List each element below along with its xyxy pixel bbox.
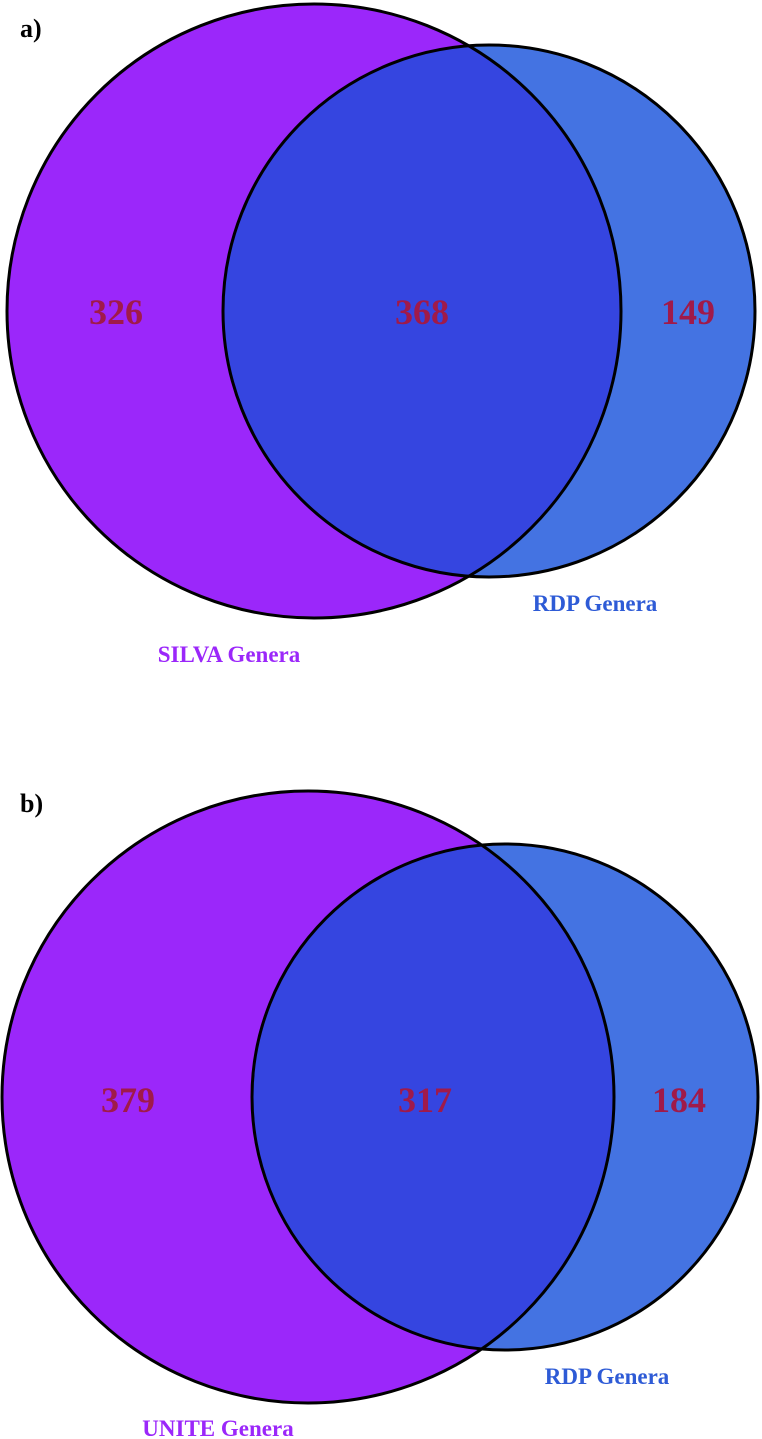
intersection-region bbox=[252, 844, 614, 1350]
set-a-outline bbox=[0, 789, 616, 1405]
intersection-region bbox=[223, 45, 621, 577]
set-a-label: UNITE Genera bbox=[142, 1416, 294, 1439]
set-b-outline bbox=[250, 842, 760, 1352]
set-b-label: RDP Genera bbox=[533, 591, 658, 616]
intersection-count: 368 bbox=[395, 292, 449, 332]
set-a-only-count: 379 bbox=[101, 1080, 155, 1120]
set-b-label: RDP Genera bbox=[545, 1364, 670, 1389]
set-b-only-count: 184 bbox=[652, 1080, 706, 1120]
set-a-only-count: 326 bbox=[89, 292, 143, 332]
panel-label-b: b) bbox=[20, 789, 43, 818]
venn-diagram-a: a) 326 368 149 RDP Genera SILVA Genera bbox=[5, 2, 757, 667]
set-a-outline bbox=[5, 2, 623, 620]
set-a-label: SILVA Genera bbox=[158, 642, 301, 667]
venn-diagram-b: b) 379 317 184 RDP Genera UNITE Genera bbox=[0, 789, 760, 1439]
set-b-only-count: 149 bbox=[661, 292, 715, 332]
intersection-count: 317 bbox=[398, 1080, 452, 1120]
set-b-outline bbox=[221, 43, 757, 579]
panel-label-a: a) bbox=[20, 14, 42, 43]
